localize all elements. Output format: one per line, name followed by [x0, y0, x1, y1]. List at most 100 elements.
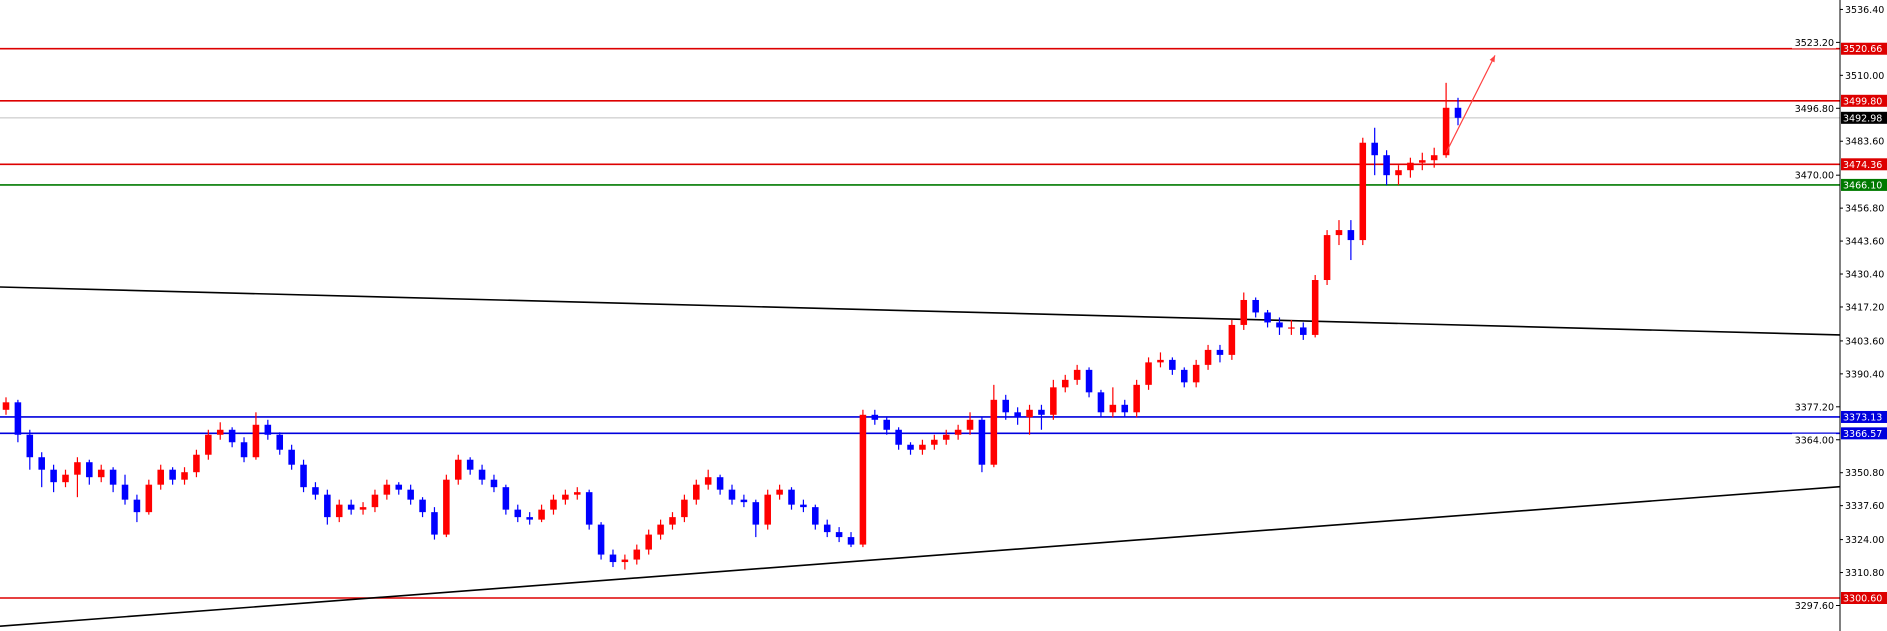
axis-tick-label: 3297.60: [1795, 601, 1834, 612]
candle-body: [38, 457, 45, 470]
candle-body: [1383, 155, 1390, 176]
axis-tick-label: 3456.80: [1845, 204, 1884, 215]
candle-body: [1430, 155, 1438, 161]
candle: [1038, 404, 1045, 430]
candle-body: [883, 419, 890, 430]
candle: [324, 489, 331, 525]
candle-body: [633, 549, 641, 560]
candle-body: [1300, 327, 1307, 335]
candle-body: [1323, 235, 1331, 281]
candle: [823, 519, 831, 538]
price-tag-label: 3474.36: [1843, 160, 1882, 171]
axis-tick-label-background: [1792, 169, 1836, 182]
candle: [157, 464, 164, 490]
candle-body: [788, 489, 795, 505]
candle: [1014, 407, 1021, 425]
candle: [1240, 292, 1248, 330]
candle: [478, 464, 486, 485]
candle: [371, 489, 379, 513]
candle: [216, 422, 224, 440]
price-tag-label: 3466.10: [1843, 180, 1882, 191]
candle-body: [538, 509, 545, 520]
candle: [633, 544, 641, 565]
candle: [502, 484, 510, 515]
candle-body: [1335, 230, 1343, 236]
candle-body: [585, 492, 593, 525]
candle: [776, 484, 783, 500]
axis-tick-label-background: [1792, 400, 1836, 413]
candle-body: [1240, 299, 1248, 325]
candle-body: [26, 434, 34, 458]
candle-body: [1347, 230, 1355, 241]
candle: [1347, 220, 1355, 261]
axis-tick-label-background: [1792, 102, 1836, 115]
candle-body: [1192, 364, 1200, 383]
axis-tick-label: 3403.60: [1845, 336, 1884, 347]
candle: [669, 512, 676, 530]
candle: [1264, 309, 1271, 328]
candle-body: [490, 479, 498, 488]
candle: [693, 479, 700, 505]
candle: [538, 504, 545, 523]
candle: [1133, 379, 1140, 418]
candle-body: [895, 429, 902, 445]
candle-body: [776, 489, 783, 495]
candle-body: [1371, 142, 1378, 156]
candle: [264, 419, 272, 440]
axis-tick-label: 3496.80: [1795, 104, 1834, 115]
price-tag-label: 3300.60: [1843, 594, 1882, 605]
price-tag-background: [1841, 42, 1887, 55]
candle-body: [704, 477, 712, 485]
candle-body: [847, 537, 855, 545]
candle-body: [359, 507, 367, 510]
candle-body: [1169, 359, 1176, 370]
candle-body: [931, 439, 938, 445]
candle: [966, 412, 974, 435]
candle: [347, 499, 355, 515]
candle-body: [919, 444, 926, 450]
candle-body: [954, 429, 962, 435]
candle-body: [1038, 409, 1045, 415]
candle: [1300, 322, 1307, 340]
candle: [919, 439, 926, 455]
price-axis[interactable]: 3536.40 3523.20 3510.00 3496.80 3483.60 3470.…: [1792, 0, 1884, 631]
candle-body: [1442, 107, 1450, 156]
price-tag-background: [1841, 111, 1887, 124]
axis-tick-label: 3510.00: [1845, 71, 1884, 82]
candle: [1288, 319, 1295, 335]
candle: [276, 432, 284, 455]
candle: [50, 464, 57, 493]
candle: [466, 457, 474, 475]
candle-body: [443, 479, 450, 535]
candle: [1395, 165, 1402, 186]
candle: [14, 399, 22, 443]
candle: [312, 482, 319, 500]
candle: [383, 479, 391, 500]
candle: [2, 397, 10, 415]
candle-body: [800, 504, 807, 508]
candle-body: [1085, 369, 1093, 393]
axis-tick-label: 3470.00: [1795, 171, 1834, 182]
candle-body: [419, 499, 426, 513]
candle: [490, 474, 498, 493]
candle: [145, 479, 153, 515]
candle-body: [2, 402, 10, 410]
candle: [609, 549, 617, 568]
candle-body: [681, 499, 688, 518]
candle: [169, 467, 176, 485]
candle-body: [228, 429, 236, 443]
candle: [1252, 297, 1259, 318]
candle: [752, 499, 760, 538]
candle-body: [1061, 379, 1069, 388]
candle-body: [181, 472, 188, 480]
candle: [97, 464, 105, 483]
candle-body: [609, 554, 617, 563]
candle: [240, 437, 248, 463]
candle: [419, 497, 426, 518]
candle: [300, 459, 307, 493]
candle: [1454, 97, 1462, 126]
candle: [859, 409, 867, 548]
candle: [954, 424, 962, 440]
candle: [990, 384, 998, 468]
candle: [1276, 317, 1283, 335]
